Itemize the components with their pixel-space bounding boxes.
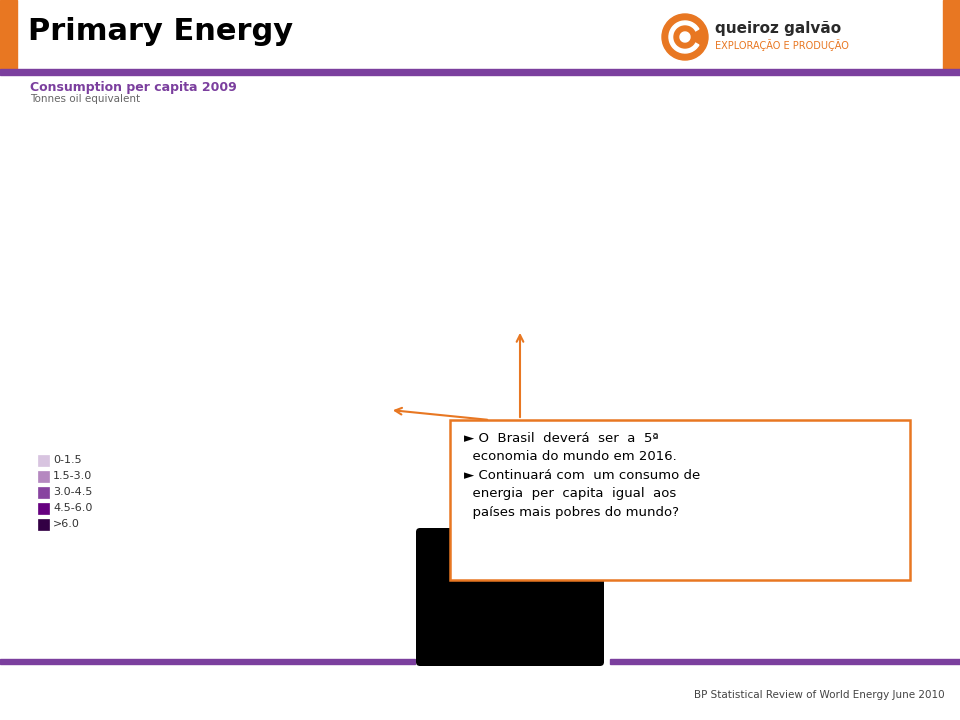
Bar	[38, 471, 49, 482]
Bar	[38, 503, 49, 514]
Text: queiroz galvão: queiroz galvão	[715, 22, 841, 37]
Text: >6.0: >6.0	[53, 519, 80, 529]
Bar	[0, 659, 415, 664]
Bar	[943, 0, 960, 69]
Wedge shape	[669, 21, 699, 53]
Text: Consumption per capita 2009: Consumption per capita 2009	[30, 81, 237, 94]
Bar	[0, 69, 960, 75]
Text: EXPLORAÇÃO E PRODUÇÃO: EXPLORAÇÃO E PRODUÇÃO	[715, 39, 849, 51]
Text: BP Statistical Review of World Energy June 2010: BP Statistical Review of World Energy Ju…	[694, 690, 945, 700]
FancyBboxPatch shape	[450, 420, 910, 580]
Text: 4.5-6.0: 4.5-6.0	[53, 503, 92, 513]
Text: Primary Energy: Primary Energy	[28, 17, 293, 47]
Wedge shape	[680, 32, 690, 42]
Bar	[38, 487, 49, 498]
Text: ► O  Brasil  deverá  ser  a  5ª
  economia do mundo em 2016.
► Continuará com  u: ► O Brasil deverá ser a 5ª economia do m…	[464, 432, 700, 519]
Text: 1.5-3.0: 1.5-3.0	[53, 471, 92, 481]
Text: 0-1.5: 0-1.5	[53, 455, 82, 465]
Bar	[610, 659, 960, 664]
Bar	[17, 0, 943, 69]
Bar	[38, 455, 49, 466]
FancyBboxPatch shape	[416, 528, 604, 666]
Wedge shape	[662, 14, 708, 60]
Wedge shape	[674, 26, 696, 48]
Bar	[38, 519, 49, 530]
Text: 3.0-4.5: 3.0-4.5	[53, 487, 92, 497]
Text: Tonnes oil equivalent: Tonnes oil equivalent	[30, 94, 140, 104]
Bar	[0, 0, 17, 69]
